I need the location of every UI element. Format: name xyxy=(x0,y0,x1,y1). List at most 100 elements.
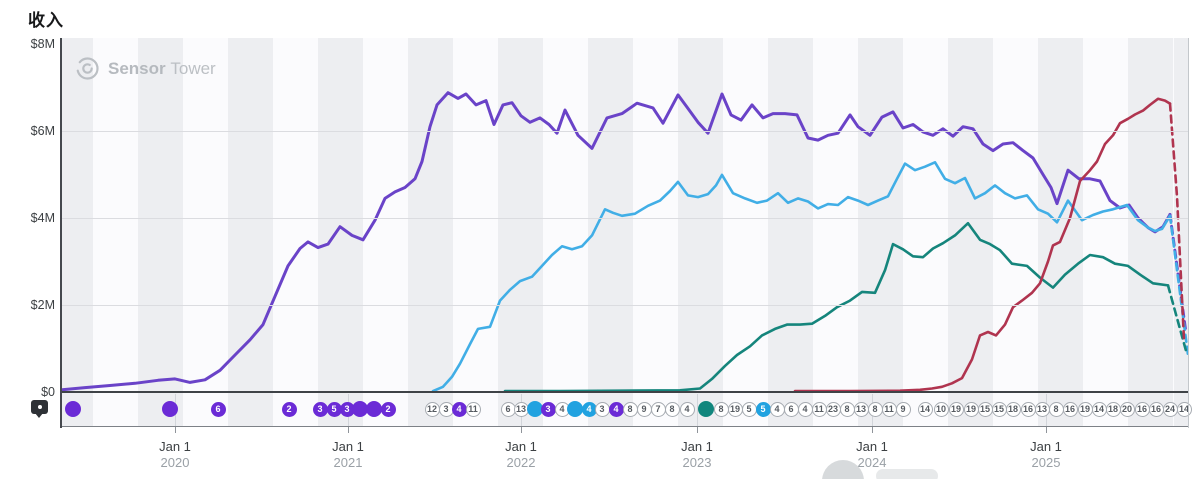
event-marker-white-11[interactable]: 11 xyxy=(811,401,827,417)
event-marker-white-14[interactable]: 14 xyxy=(1091,401,1107,417)
event-marker-white-5[interactable]: 5 xyxy=(741,401,757,417)
event-marker-white-4[interactable]: 4 xyxy=(797,401,813,417)
event-marker-white-8[interactable]: 8 xyxy=(1048,401,1064,417)
line-light-blue xyxy=(431,161,1172,392)
y-axis-label-0: $0 xyxy=(41,385,55,399)
sensor-tower-watermark: Sensor Tower xyxy=(74,55,216,82)
event-marker-white-4[interactable]: 4 xyxy=(679,401,695,417)
event-marker-white-19[interactable]: 19 xyxy=(948,401,964,417)
event-marker-white-14[interactable]: 14 xyxy=(1176,401,1192,417)
event-marker-white-4[interactable]: 4 xyxy=(769,401,785,417)
x-axis-label-month: Jan 1 xyxy=(159,439,191,454)
x-axis-tick xyxy=(348,427,349,433)
x-axis-label-month: Jan 1 xyxy=(1030,439,1062,454)
event-marker-white-19[interactable]: 19 xyxy=(727,401,743,417)
series-lines xyxy=(62,91,1188,392)
watermark-light: Tower xyxy=(170,58,216,78)
x-axis-label-2021: Jan 1 2021 xyxy=(303,439,393,471)
event-marker-purple-dot[interactable] xyxy=(366,401,382,417)
event-marker-white-16[interactable]: 16 xyxy=(1020,401,1036,417)
event-marker-white-12[interactable]: 12 xyxy=(424,401,440,417)
events-band-border xyxy=(62,426,1188,427)
event-marker-white-11[interactable]: 11 xyxy=(465,401,481,417)
event-marker-purple-2[interactable]: 2 xyxy=(281,401,297,417)
event-marker-white-8[interactable]: 8 xyxy=(622,401,638,417)
event-marker-purple-6[interactable]: 6 xyxy=(210,401,226,417)
event-marker-white-16[interactable]: 16 xyxy=(1062,401,1078,417)
event-marker-white-7[interactable]: 7 xyxy=(650,401,666,417)
line-teal-projection xyxy=(1166,284,1188,353)
event-marker-purple-2[interactable]: 2 xyxy=(380,401,396,417)
event-marker-white-20[interactable]: 20 xyxy=(1119,401,1135,417)
event-marker-white-13[interactable]: 13 xyxy=(853,401,869,417)
x-axis-line xyxy=(62,391,1188,393)
x-axis-label-2020: Jan 1 2020 xyxy=(130,439,220,471)
event-marker-white-19[interactable]: 19 xyxy=(963,401,979,417)
y-axis-label-2m: $2M xyxy=(30,298,55,312)
event-marker-white-14[interactable]: 14 xyxy=(917,401,933,417)
event-marker-white-9[interactable]: 9 xyxy=(636,401,652,417)
x-axis-tick xyxy=(1046,427,1047,433)
event-marker-white-15[interactable]: 15 xyxy=(977,401,993,417)
y-axis-label-8m: $8M xyxy=(30,37,55,51)
event-marker-white-6[interactable]: 6 xyxy=(783,401,799,417)
event-marker-white-18[interactable]: 18 xyxy=(1105,401,1121,417)
events-row-bubble-icon[interactable] xyxy=(31,400,48,418)
partial-watermark-shape xyxy=(876,469,938,479)
x-axis-tick xyxy=(697,427,698,433)
x-axis-tick xyxy=(175,427,176,433)
event-marker-purple-4[interactable]: 4 xyxy=(608,401,624,417)
event-marker-white-16[interactable]: 16 xyxy=(1148,401,1164,417)
event-marker-white-13[interactable]: 13 xyxy=(1034,401,1050,417)
x-axis-label-year: 2021 xyxy=(333,455,363,470)
event-marker-white-24[interactable]: 24 xyxy=(1162,401,1178,417)
line-crimson-projection xyxy=(1168,102,1186,342)
event-marker-white-13[interactable]: 13 xyxy=(513,401,529,417)
event-marker-white-3[interactable]: 3 xyxy=(594,401,610,417)
page-title: 收入 xyxy=(28,11,64,30)
event-marker-purple-5[interactable]: 5 xyxy=(326,401,342,417)
partial-watermark-logo-icon xyxy=(822,460,864,479)
event-marker-white-8[interactable]: 8 xyxy=(664,401,680,417)
y-axis-label-4m: $4M xyxy=(30,211,55,225)
x-axis-label-year: 2020 xyxy=(160,455,190,470)
event-marker-teal-dot[interactable] xyxy=(698,401,714,417)
event-marker-purple-dot[interactable] xyxy=(162,401,178,417)
x-axis-label-year: 2023 xyxy=(682,455,712,470)
event-marker-white-19[interactable]: 19 xyxy=(1077,401,1093,417)
x-axis-label-2025: Jan 1 2025 xyxy=(1001,439,1091,471)
event-marker-white-16[interactable]: 16 xyxy=(1134,401,1150,417)
event-marker-blue-dot[interactable] xyxy=(567,401,583,417)
event-marker-white-8[interactable]: 8 xyxy=(867,401,883,417)
event-marker-blue-5[interactable]: 5 xyxy=(755,401,771,417)
gridline-6m xyxy=(62,130,1188,132)
event-marker-white-15[interactable]: 15 xyxy=(991,401,1007,417)
watermark-bold: Sensor xyxy=(108,58,166,78)
event-marker-purple-3[interactable]: 3 xyxy=(540,401,556,417)
x-axis-label-2023: Jan 1 2023 xyxy=(652,439,742,471)
line-crimson xyxy=(793,97,1172,392)
event-marker-white-8[interactable]: 8 xyxy=(839,401,855,417)
plot-left-border xyxy=(60,38,62,428)
bubble-dot xyxy=(37,405,42,409)
x-axis-label-2022: Jan 1 2022 xyxy=(476,439,566,471)
event-marker-purple-dot[interactable] xyxy=(65,401,81,417)
event-marker-white-8[interactable]: 8 xyxy=(713,401,729,417)
event-marker-white-11[interactable]: 11 xyxy=(881,401,897,417)
event-marker-purple-3[interactable]: 3 xyxy=(312,401,328,417)
x-axis-tick xyxy=(521,427,522,433)
gridline-4m xyxy=(62,217,1188,219)
event-marker-white-6[interactable]: 6 xyxy=(500,401,516,417)
event-marker-white-3[interactable]: 3 xyxy=(438,401,454,417)
line-purple xyxy=(62,91,1172,392)
event-marker-white-9[interactable]: 9 xyxy=(895,401,911,417)
watermark-text: Sensor Tower xyxy=(108,59,216,79)
plot-area: Sensor Tower 6 2 3 5 3 2 12 3 4 11 6 13 3 4 4 3 4 8 9 7 8 4 8 1… xyxy=(62,38,1192,427)
events-band-separator xyxy=(697,394,698,426)
event-marker-white-23[interactable]: 23 xyxy=(825,401,841,417)
event-marker-white-10[interactable]: 10 xyxy=(933,401,949,417)
y-axis-label-6m: $6M xyxy=(30,124,55,138)
event-marker-purple-4[interactable]: 4 xyxy=(451,401,467,417)
event-marker-white-18[interactable]: 18 xyxy=(1005,401,1021,417)
